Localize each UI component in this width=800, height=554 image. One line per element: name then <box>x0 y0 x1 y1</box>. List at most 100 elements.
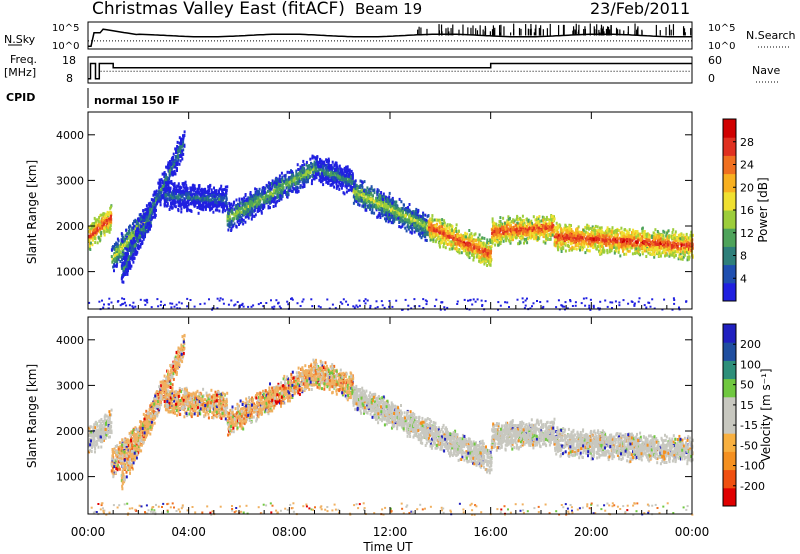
scatter-cell <box>216 208 219 212</box>
scatter-cell <box>158 178 161 182</box>
scatter-cell <box>129 224 132 228</box>
scatter-cell <box>238 219 241 223</box>
scatter-cell <box>412 222 415 226</box>
scatter-cell <box>250 207 253 211</box>
scatter-cell <box>247 210 250 214</box>
scatter-cell <box>274 196 277 200</box>
scatter-cell <box>177 200 180 204</box>
scatter-cell <box>195 199 198 203</box>
scatter-cell <box>351 176 354 180</box>
scatter-cell <box>267 184 270 188</box>
scatter-cell <box>128 235 131 239</box>
scatter-cell <box>113 252 116 255</box>
scatter-cell <box>352 190 355 194</box>
scatter-cell <box>159 191 162 195</box>
scatter-cell <box>150 216 153 220</box>
scatter-cell <box>250 210 253 214</box>
scatter-cell <box>290 184 293 188</box>
scatter-cell <box>347 177 350 181</box>
scatter-cell <box>155 208 157 212</box>
scatter-cell <box>335 182 338 186</box>
scatter-cell <box>354 187 357 190</box>
scatter-cell <box>416 224 419 228</box>
scatter-cell <box>178 136 181 140</box>
scatter-cell <box>437 237 440 241</box>
scatter-cell <box>430 232 433 236</box>
scatter-cell <box>249 201 252 205</box>
scatter-cell <box>297 182 300 185</box>
scatter-cell <box>166 203 169 207</box>
scatter-cell <box>429 238 432 242</box>
scatter-cell <box>445 229 448 233</box>
scatter-cell <box>468 229 471 232</box>
scatter-cell <box>276 177 279 181</box>
scatter-cell <box>371 194 374 198</box>
scatter-cell <box>507 215 510 219</box>
scatter-cell <box>99 229 102 232</box>
scatter-cell <box>408 208 411 212</box>
noise-panel-frame <box>87 21 693 50</box>
scatter-cell <box>430 223 433 227</box>
scatter-cell <box>363 194 366 198</box>
scatter-cell <box>389 199 392 203</box>
scatter-cell <box>219 200 222 204</box>
scatter-cell <box>311 179 313 183</box>
scatter-cell <box>406 209 409 213</box>
scatter-cell <box>410 226 413 230</box>
scatter-cell <box>460 246 463 250</box>
scatter-cell <box>303 163 306 167</box>
scatter-cell <box>296 163 299 167</box>
scatter-cell <box>281 175 284 179</box>
scatter-cell <box>258 187 261 191</box>
scatter-cell <box>348 173 350 177</box>
scatter-cell <box>193 199 196 203</box>
scatter-cell <box>423 233 426 237</box>
scatter-cell <box>370 191 373 195</box>
scatter-cell <box>386 214 389 218</box>
scatter-cell <box>329 171 332 175</box>
scatter-cell <box>342 178 344 181</box>
scatter-cell <box>88 244 91 248</box>
scatter-cell <box>220 203 222 206</box>
scatter-cell <box>242 222 245 226</box>
scatter-cell <box>243 212 246 216</box>
scatter-cell <box>407 218 410 222</box>
scatter-cell <box>143 223 146 227</box>
scatter-cell <box>211 205 214 209</box>
scatter-cell <box>251 201 254 205</box>
scatter-cell <box>182 144 184 148</box>
scatter-cell <box>108 219 111 223</box>
scatter-cell <box>108 211 111 215</box>
scatter-cell <box>341 180 344 184</box>
scatter-cell <box>487 258 490 262</box>
scatter-cell <box>176 160 179 164</box>
scatter-cell <box>269 197 272 201</box>
scatter-cell <box>171 196 174 200</box>
scatter-cell <box>291 173 294 177</box>
scatter-cell <box>361 196 364 200</box>
scatter-cell <box>472 252 475 256</box>
scatter-cell <box>165 200 168 203</box>
scatter-cell <box>200 187 203 191</box>
scatter-cell <box>495 222 497 226</box>
scatter-cell <box>143 216 145 220</box>
scatter-cell <box>186 207 189 211</box>
scatter-cell <box>450 240 453 244</box>
scatter-cell <box>145 229 148 233</box>
scatter-cell <box>241 206 243 210</box>
scatter-cell <box>134 247 137 251</box>
scatter-cell <box>245 212 248 216</box>
scatter-cell <box>286 193 288 197</box>
scatter-cell <box>278 191 281 195</box>
scatter-cell <box>101 217 104 221</box>
scatter-cell <box>241 218 244 221</box>
scatter-cell <box>483 262 486 266</box>
scatter-cell <box>223 205 225 209</box>
scatter-cell <box>392 203 395 207</box>
scatter-cell <box>487 242 490 245</box>
scatter-cell <box>164 187 167 191</box>
scatter-cell <box>471 249 474 253</box>
scatter-cell <box>494 229 497 232</box>
scatter-cell <box>366 204 369 208</box>
scatter-cell <box>430 221 433 225</box>
